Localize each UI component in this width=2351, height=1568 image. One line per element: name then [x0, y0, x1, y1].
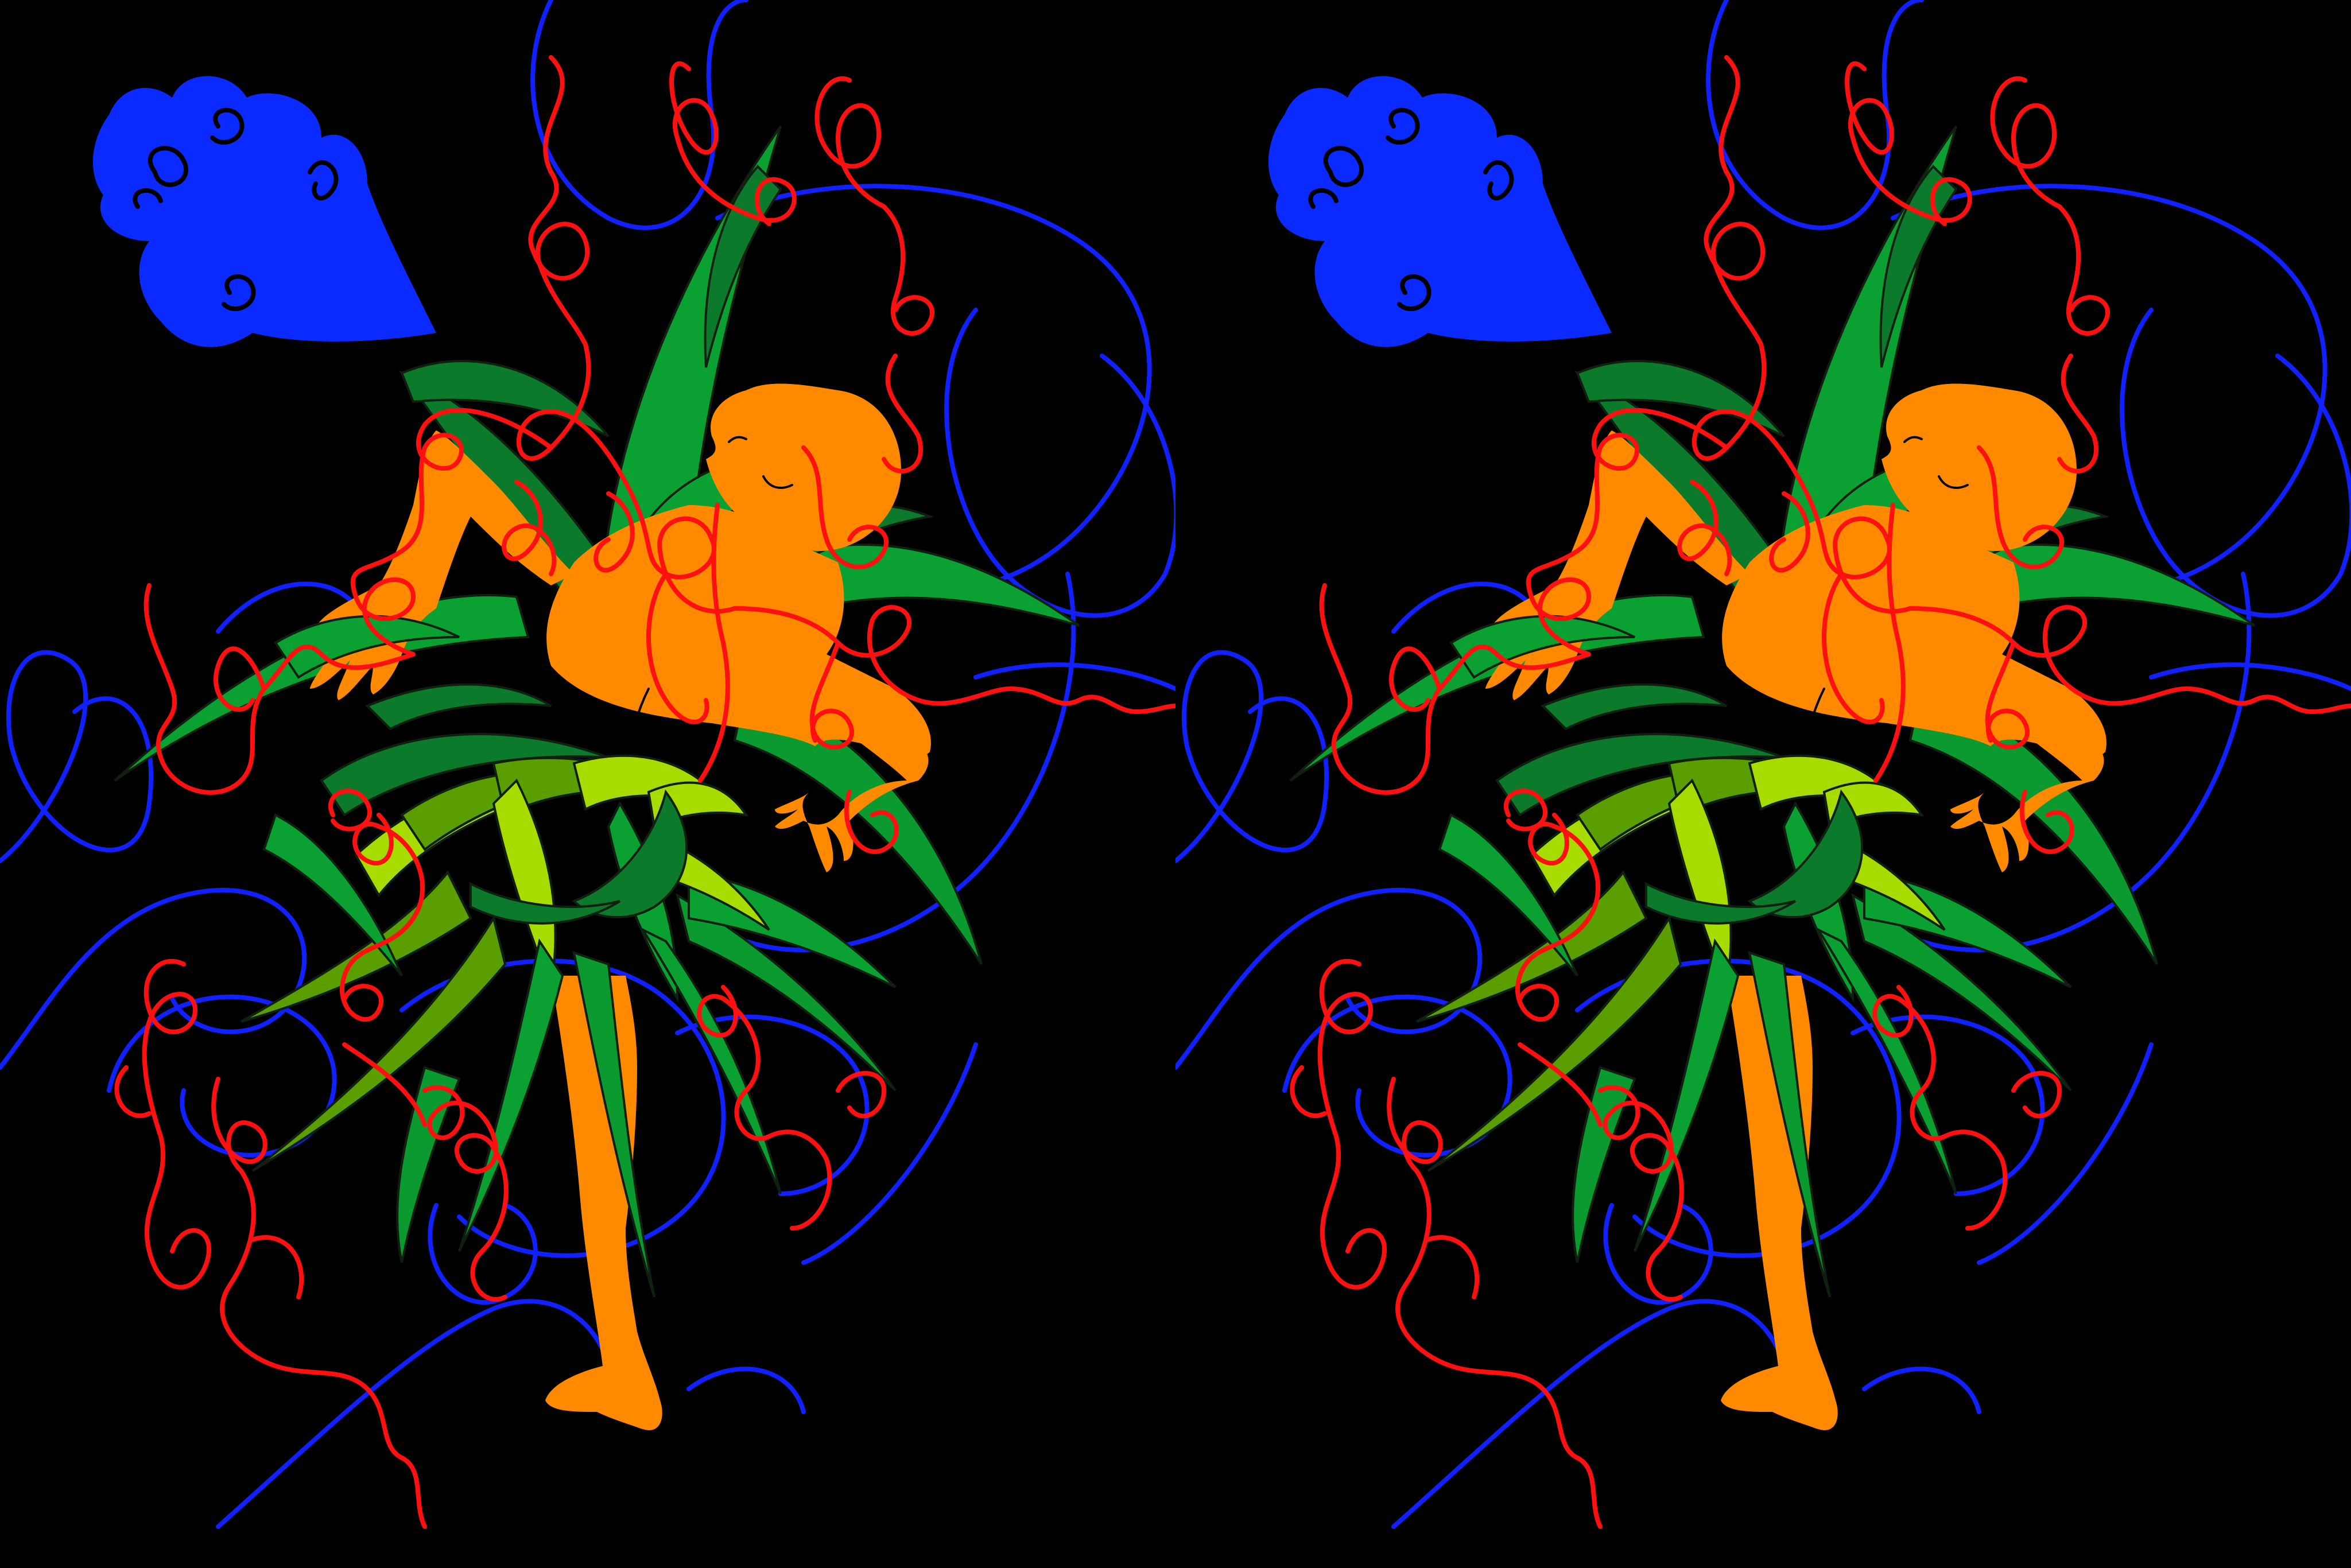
left-view-artwork [0, 0, 1176, 1568]
right-view [1176, 0, 2351, 1568]
left-view [0, 0, 1176, 1568]
right-view-artwork [1176, 0, 2351, 1568]
